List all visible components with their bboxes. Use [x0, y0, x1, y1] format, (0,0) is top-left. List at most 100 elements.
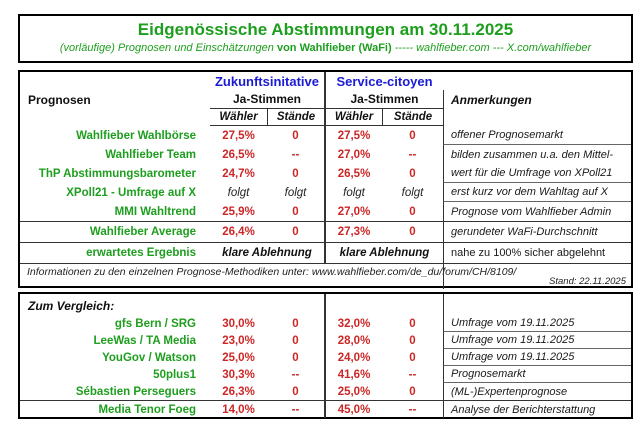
column-header-prognosen: Prognosen [28, 93, 91, 107]
zi-waehler-value: 24,7% [222, 167, 255, 180]
prognosis-label: Wahlfieber Average [89, 226, 196, 238]
note-text: gerundeter WaFi-Durchschnitt [443, 222, 631, 242]
prognosis-label: 50plus1 [153, 368, 196, 381]
zi-staende-value: 0 [292, 334, 299, 347]
sc-staende-value: -- [408, 368, 417, 381]
zi-staende-value: 0 [292, 385, 299, 398]
note-text: Umfrage vom 19.11.2025 [443, 349, 631, 366]
note-text: Umfrage vom 19.11.2025 [443, 315, 631, 332]
table-row-gfs: gfs Bern / SRG 30,0% 0 32,0% 0 Umfrage v… [20, 315, 631, 332]
zi-staende-value: 0 [292, 167, 299, 180]
zi-staende-value: 0 [292, 226, 299, 238]
compare-header-row: Zum Vergleich: [20, 294, 631, 315]
note-text: Umfrage vom 19.11.2025 [443, 332, 631, 349]
zi-waehler-value: 27,5% [222, 129, 255, 142]
prognosis-label: LeeWas / TA Media [93, 334, 196, 347]
group-header-row: Zukunftsinitative Service-citoyen [20, 72, 631, 90]
table-row-yougov: YouGov / Watson 25,0% 0 24,0% 0 Umfrage … [20, 349, 631, 366]
subtitle-prefix: (vorläufige) Prognosen und Einschätzunge… [59, 42, 274, 54]
sc-waehler-value: 27,5% [324, 126, 382, 145]
sc-staende-value: folgt [401, 186, 424, 199]
sc-staende-value: 0 [409, 205, 416, 218]
group-header-service-citoyen: Service-citoyen [324, 72, 443, 90]
zi-waehler-value: 26,4% [222, 226, 255, 238]
sc-staende-value: 0 [409, 129, 416, 142]
average-row: Wahlfieber Average 26,4% 0 27,3% 0 gerun… [20, 221, 631, 242]
zi-waehler-value: folgt [227, 186, 250, 199]
table-row-mediatenor: Media Tenor Foeg 14,0% -- 45,0% -- Analy… [20, 400, 631, 418]
note-text: Prognose vom Wahlfieber Admin [443, 202, 631, 221]
sc-waehler-value: folgt [324, 183, 382, 202]
sc-waehler-value: 24,0% [324, 349, 382, 366]
column-header-staende-zi: Stände [267, 108, 324, 126]
sc-staende-value: 0 [409, 167, 416, 180]
note-text: Analyse der Berichterstattung [443, 401, 631, 418]
prognosis-label: Wahlfieber Team [105, 148, 196, 161]
note-text: Prognosemarkt [443, 366, 631, 383]
zi-staende-value: -- [291, 368, 300, 381]
prognosis-label: Wahlfieber Wahlbörse [76, 129, 196, 142]
prognosis-table: Zukunftsinitative Service-citoyen Progno… [18, 70, 633, 289]
stand-date: Stand: 22.11.2025 [443, 264, 631, 289]
zi-staende-value: 0 [292, 129, 299, 142]
zi-staende-value: 0 [292, 205, 299, 218]
column-header-staende-sc: Stände [382, 108, 443, 126]
sc-waehler-value: 45,0% [324, 401, 382, 418]
sc-waehler-value: 32,0% [324, 315, 382, 332]
prognosis-label: XPoll21 - Umfrage auf X [66, 186, 196, 199]
prognosis-label: Sébastien Perseguers [75, 385, 196, 398]
note-text: (ML-)Expertenprognose [443, 383, 631, 400]
column-header-waehler-zi: Wähler [210, 108, 267, 126]
column-header-anmerkungen: Anmerkungen [443, 90, 631, 108]
sc-waehler-value: 27,0% [324, 202, 382, 221]
zi-staende-value: -- [291, 148, 300, 161]
zi-staende-value: 0 [292, 317, 299, 330]
sc-staende-value: 0 [409, 317, 416, 330]
sc-expected-value: klare Ablehnung [324, 243, 443, 263]
table-row-xpoll21: XPoll21 - Umfrage auf X folgt folgt folg… [20, 183, 631, 202]
page-title: Eidgenössische Abstimmungen am 30.11.202… [137, 20, 514, 39]
note-text: offener Prognosemarkt [443, 126, 631, 145]
comparison-table: Zum Vergleich: gfs Bern / SRG 30,0% 0 32… [18, 292, 633, 419]
zi-waehler-value: 25,0% [222, 351, 255, 364]
sc-waehler-value: 26,5% [324, 164, 382, 183]
methodology-info-text: Informationen zu den einzelnen Prognose-… [27, 266, 517, 278]
group-header-zukunftsinitative: Zukunftsinitative [214, 73, 319, 89]
zi-waehler-value: 25,9% [222, 205, 255, 218]
zi-waehler-value: 26,5% [222, 148, 255, 161]
sc-waehler-value: 27,0% [324, 145, 382, 164]
zi-waehler-value: 30,3% [222, 368, 255, 381]
compare-header: Zum Vergleich: [28, 299, 115, 313]
column-header-ja-stimmen-zi: Ja-Stimmen [232, 92, 302, 106]
sc-waehler-value: 41,6% [324, 366, 382, 383]
subtitle: (vorläufige) Prognosen und Einschätzunge… [20, 41, 631, 56]
table-row-team: Wahlfieber Team 26,5% -- 27,0% -- bilden… [20, 145, 631, 164]
zi-waehler-value: 26,3% [222, 385, 255, 398]
sc-waehler-value: 28,0% [324, 332, 382, 349]
table-row-leewas: LeeWas / TA Media 23,0% 0 28,0% 0 Umfrag… [20, 332, 631, 349]
title-box: Eidgenössische Abstimmungen am 30.11.202… [18, 14, 633, 63]
note-text: wert für die Umfrage von XPoll21 [443, 164, 631, 183]
zi-staende-value: -- [291, 403, 300, 416]
subtitle-brand: von Wahlfieber (WaFi) [276, 42, 392, 54]
column-header-ja-stimmen-sc: Ja-Stimmen [324, 90, 443, 108]
prognosis-label: erwartetes Ergebnis [86, 247, 196, 259]
note-text: erst kurz vor dem Wahltag auf X [443, 183, 631, 202]
zi-expected-value: klare Ablehnung [222, 247, 312, 259]
sc-staende-value: -- [408, 403, 417, 416]
sc-staende-value: -- [408, 148, 417, 161]
prognosis-label: gfs Bern / SRG [114, 317, 196, 330]
info-row: Informationen zu den einzelnen Prognose-… [20, 263, 631, 289]
zi-staende-value: 0 [292, 351, 299, 364]
zi-staende-value: folgt [284, 186, 307, 199]
prognosis-label: Media Tenor Foeg [98, 403, 196, 416]
expected-result-row: erwartetes Ergebnis klare Ablehnung klar… [20, 242, 631, 263]
sc-staende-value: 0 [409, 385, 416, 398]
table-row-wahlboerse: Wahlfieber Wahlbörse 27,5% 0 27,5% 0 off… [20, 126, 631, 145]
zi-waehler-value: 30,0% [222, 317, 255, 330]
prognosis-label: MMI Wahltrend [114, 205, 196, 218]
prognosis-label: YouGov / Watson [102, 351, 196, 364]
sc-waehler-value: 27,3% [324, 222, 382, 242]
sc-waehler-value: 25,0% [324, 383, 382, 400]
subtitle-links: ----- wahlfieber.com --- X.com/wahlfiebe… [394, 42, 592, 54]
